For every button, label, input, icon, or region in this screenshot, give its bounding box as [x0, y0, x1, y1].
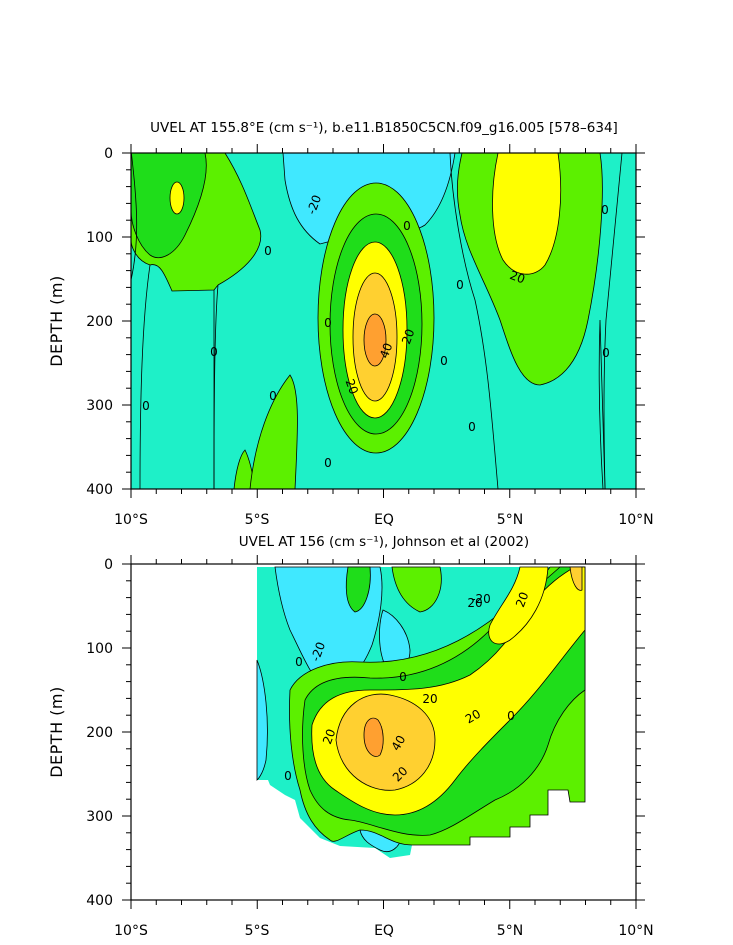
- x-tick-label: 5°S: [245, 512, 270, 528]
- contour-label: 0: [324, 456, 332, 470]
- x-tick-label: EQ: [374, 923, 394, 939]
- panel-2-y-axis: 0 100 200 300 400 DEPTH (m): [47, 557, 113, 909]
- field-north-eastward-20: [492, 153, 562, 275]
- y-tick-label: 0: [104, 146, 113, 162]
- field-south-max: [169, 181, 185, 215]
- x-tick-label: EQ: [374, 512, 394, 528]
- contour-label: 20: [399, 327, 417, 346]
- contour-label: 0: [602, 346, 610, 360]
- y-axis-title: DEPTH (m): [47, 275, 66, 367]
- y-tick-label: 200: [86, 314, 113, 330]
- contour-label: 0: [468, 420, 476, 434]
- contour-label: 0: [295, 655, 303, 669]
- contour-label: -20: [304, 193, 324, 216]
- x-tick-label: 5°S: [245, 923, 270, 939]
- field-ne-orange: [569, 566, 583, 591]
- panel-1-x-axis: 10°S 5°S EQ 5°N 10°N: [114, 512, 654, 528]
- contour-label: 0: [142, 399, 150, 413]
- x-tick-label: 5°N: [497, 923, 523, 939]
- contour-label: 0: [601, 203, 609, 217]
- contour-label: 20: [343, 377, 361, 396]
- contour-label: 0: [507, 709, 515, 723]
- panel-2-x-axis: 10°S 5°S EQ 5°N 10°N: [114, 923, 654, 939]
- panel-1-title: UVEL AT 155.8°E (cm s⁻¹), b.e11.B1850C5C…: [150, 120, 618, 136]
- y-tick-label: 0: [104, 557, 113, 573]
- field-north-edge-west: [598, 319, 606, 489]
- panel-model: UVEL AT 155.8°E (cm s⁻¹), b.e11.B1850C5C…: [47, 120, 654, 528]
- x-tick-label: 5°N: [497, 512, 523, 528]
- field-green-upper: [345, 566, 371, 613]
- field-south-eastward-core: [131, 153, 207, 259]
- panel-2-contour-labels: -20 -20 0 0 0 0 20 20 20 20 20 20 40: [284, 590, 531, 784]
- contour-label: 20: [422, 692, 437, 706]
- y-tick-label: 100: [86, 641, 113, 657]
- panel-observations: UVEL AT 156 (cm s⁻¹), Johnson et al (200…: [47, 534, 654, 939]
- panel-1-contour-labels: -20 0 0 0 0 0 0 0 0 0 0 0 0 20 20 20 40: [142, 193, 610, 470]
- contour-label: 20: [508, 268, 527, 286]
- contour-line: [139, 264, 151, 489]
- contour-label: 20: [463, 707, 483, 727]
- panel-1-y-axis: 0 100 200 300 400 DEPTH (m): [47, 146, 113, 498]
- x-tick-label: 10°N: [618, 923, 653, 939]
- contour-label: 0: [324, 316, 332, 330]
- contour-label: 0: [440, 354, 448, 368]
- contour-label: -20: [471, 592, 491, 606]
- contour-label: 0: [264, 244, 272, 258]
- panel-1-ticks: [122, 144, 645, 498]
- x-tick-label: 10°S: [114, 512, 148, 528]
- contour-line: [213, 284, 219, 489]
- contour-label: 0: [284, 769, 292, 783]
- panel-1-contour-field: [131, 153, 636, 489]
- panel-2-title: UVEL AT 156 (cm s⁻¹), Johnson et al (200…: [239, 534, 529, 550]
- y-tick-label: 300: [86, 809, 113, 825]
- contour-label: -20: [308, 640, 328, 663]
- field-green-upper-2: [391, 566, 442, 613]
- contour-label: 40: [389, 733, 409, 753]
- y-axis-title: DEPTH (m): [47, 686, 66, 778]
- contour-label: 20: [513, 590, 531, 609]
- contour-label: 20: [320, 727, 338, 746]
- y-tick-label: 100: [86, 230, 113, 246]
- contour-label: 0: [210, 345, 218, 359]
- contour-label: 40: [377, 341, 395, 360]
- contour-label: 0: [399, 670, 407, 684]
- field-euc-40: [363, 313, 387, 367]
- contour-label: 0: [269, 389, 277, 403]
- field-ne-yellow: [488, 566, 549, 645]
- contour-label: 0: [456, 278, 464, 292]
- y-tick-label: 400: [86, 482, 113, 498]
- contour-line: [449, 153, 499, 489]
- field-euc-30: [335, 693, 436, 791]
- y-tick-label: 200: [86, 725, 113, 741]
- x-tick-label: 10°S: [114, 923, 148, 939]
- field-deep-patch-2: [249, 374, 298, 489]
- y-tick-label: 300: [86, 398, 113, 414]
- contour-line: [131, 153, 138, 281]
- contour-label: 0: [403, 219, 411, 233]
- field-west-2: [256, 659, 268, 781]
- y-tick-label: 400: [86, 893, 113, 909]
- panel-2-ticks: [122, 555, 645, 909]
- panel-2-contour-field: [256, 566, 586, 858]
- contour-label: 20: [467, 596, 482, 610]
- field-euc-40: [363, 717, 384, 757]
- x-tick-label: 10°N: [618, 512, 653, 528]
